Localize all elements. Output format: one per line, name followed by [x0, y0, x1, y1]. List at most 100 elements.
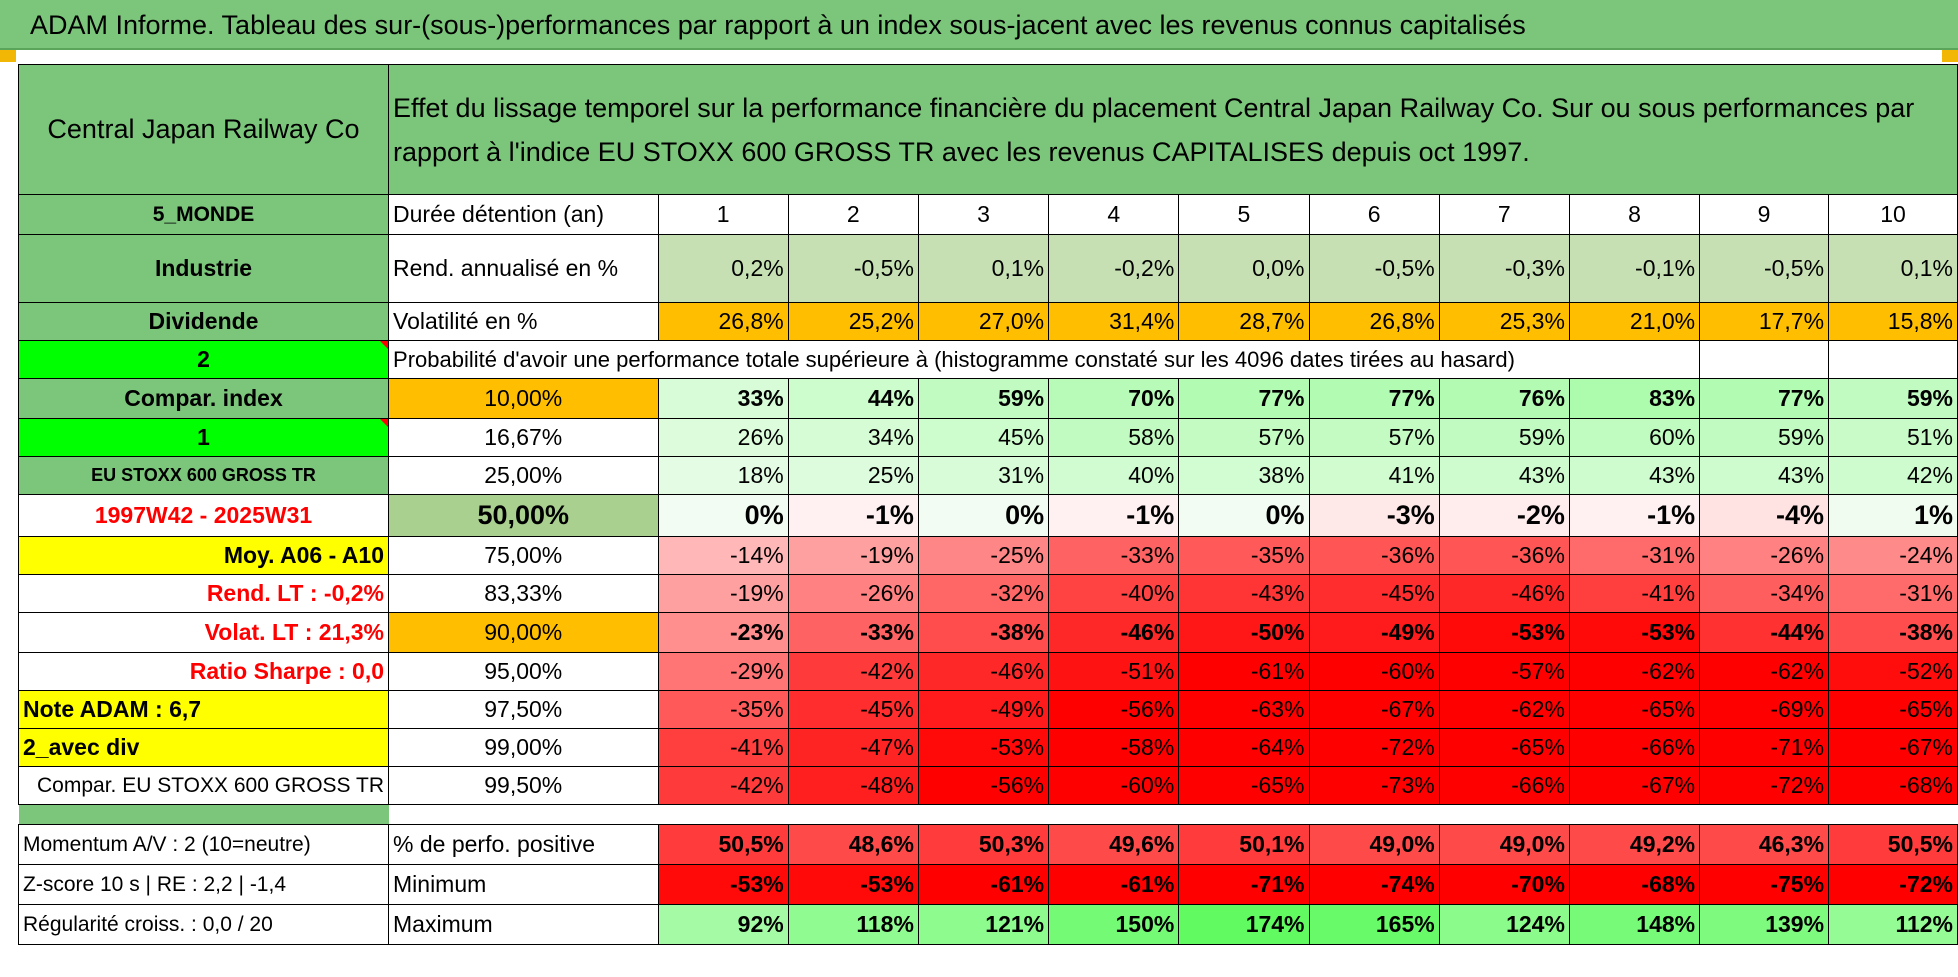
- percentile-value-cell: -1%: [1568, 494, 1701, 537]
- rend-cell: 0,1%: [1828, 234, 1958, 303]
- percentile-label: 16,67%: [388, 418, 659, 457]
- stat-cell: 49,0%: [1308, 824, 1440, 865]
- percentile-value-cell: -64%: [1178, 728, 1310, 767]
- sector-label: Industrie: [17, 234, 390, 303]
- rend-cell: -0,3%: [1438, 234, 1570, 303]
- year-header: 4: [1048, 194, 1180, 235]
- percentile-value-cell: -65%: [1178, 766, 1310, 805]
- percentile-value-cell: 77%: [1178, 378, 1310, 419]
- percentile-label: 90,00%: [388, 612, 659, 653]
- percentile-value-cell: -4%: [1699, 494, 1830, 537]
- year-header: 10: [1828, 194, 1958, 235]
- percentile-value-cell: -14%: [657, 536, 789, 575]
- percentile-value-cell: -56%: [1048, 690, 1180, 729]
- volat-lt-label: Volat. LT : 21,3%: [17, 612, 390, 653]
- rend-cell: -0,5%: [1308, 234, 1440, 303]
- percentile-value-cell: -53%: [917, 728, 1050, 767]
- percentile-value-cell: 43%: [1568, 456, 1701, 495]
- percentile-value-cell: 0%: [917, 494, 1050, 537]
- percentile-label: 97,50%: [388, 690, 659, 729]
- stat-cell: -61%: [917, 864, 1050, 905]
- percentile-value-cell: -67%: [1308, 690, 1440, 729]
- percentile-value-cell: 43%: [1699, 456, 1830, 495]
- vol-cell: 26,8%: [1308, 302, 1440, 341]
- percentile-value-cell: 25%: [787, 456, 919, 495]
- percentile-label: 50,00%: [388, 494, 659, 537]
- percentile-value-cell: -26%: [1699, 536, 1830, 575]
- percentile-label: 99,50%: [388, 766, 659, 805]
- percentile-value-cell: 59%: [1699, 418, 1830, 457]
- corner-marker-right: [1942, 50, 1958, 62]
- table-description: Effet du lissage temporel sur la perform…: [388, 64, 1958, 195]
- stat-cell: 50,1%: [1178, 824, 1310, 865]
- stat-cell: 112%: [1828, 904, 1958, 945]
- selector-cell-2[interactable]: 1: [17, 418, 390, 457]
- year-header: 1: [657, 194, 789, 235]
- spacer-cell: [389, 805, 1958, 825]
- percentile-value-cell: -48%: [787, 766, 919, 805]
- percentile-value-cell: -66%: [1568, 728, 1701, 767]
- percentile-value-cell: -65%: [1828, 690, 1958, 729]
- percentile-value-cell: -52%: [1828, 652, 1958, 691]
- stat-cell: 49,2%: [1568, 824, 1701, 865]
- rend-cell: -0,5%: [1699, 234, 1830, 303]
- avec-div-label: 2_avec div: [17, 728, 390, 767]
- stat-cell: -53%: [657, 864, 789, 905]
- percentile-label: 25,00%: [388, 456, 659, 495]
- percentile-value-cell: 76%: [1438, 378, 1570, 419]
- percentile-value-cell: -36%: [1438, 536, 1570, 575]
- percentile-value-cell: -67%: [1568, 766, 1701, 805]
- percentile-label: 83,33%: [388, 574, 659, 613]
- percentile-value-cell: -34%: [1699, 574, 1830, 613]
- percentile-value-cell: -45%: [1308, 574, 1440, 613]
- stat-cell: -74%: [1308, 864, 1440, 905]
- percentile-value-cell: -62%: [1699, 652, 1830, 691]
- percentile-value-cell: 0%: [657, 494, 789, 537]
- percentile-value-cell: -46%: [917, 652, 1050, 691]
- stat-cell: 139%: [1699, 904, 1830, 945]
- percentile-value-cell: -40%: [1048, 574, 1180, 613]
- percentile-value-cell: 34%: [787, 418, 919, 457]
- stat-cell: -61%: [1048, 864, 1180, 905]
- stat-label: Minimum: [388, 864, 659, 905]
- year-header: 9: [1699, 194, 1830, 235]
- vol-cell: 31,4%: [1048, 302, 1180, 341]
- percentile-value-cell: -62%: [1568, 652, 1701, 691]
- percentile-value-cell: -43%: [1178, 574, 1310, 613]
- duree-label: Durée détention (an): [388, 194, 659, 235]
- percentile-value-cell: 77%: [1699, 378, 1830, 419]
- vol-cell: 15,8%: [1828, 302, 1958, 341]
- percentile-value-cell: -41%: [1568, 574, 1701, 613]
- zscore-label: Z-score 10 s | RE : 2,2 | -1,4: [17, 864, 390, 905]
- percentile-value-cell: -67%: [1828, 728, 1958, 767]
- stat-cell: 92%: [657, 904, 789, 945]
- report-title: ADAM Informe. Tableau des sur-(sous-)per…: [0, 0, 1958, 50]
- rend-cell: -0,5%: [787, 234, 919, 303]
- stat-cell: 118%: [787, 904, 919, 945]
- percentile-value-cell: 43%: [1438, 456, 1570, 495]
- percentile-label: 10,00%: [388, 378, 659, 419]
- stat-cell: 46,3%: [1699, 824, 1830, 865]
- percentile-value-cell: -72%: [1308, 728, 1440, 767]
- index-name-label: EU STOXX 600 GROSS TR: [17, 456, 390, 495]
- percentile-value-cell: -51%: [1048, 652, 1180, 691]
- year-header: 5: [1178, 194, 1310, 235]
- selector-cell-1[interactable]: 2: [17, 340, 390, 379]
- percentile-value-cell: -65%: [1438, 728, 1570, 767]
- empty-cell: [1828, 340, 1958, 379]
- percentile-value-cell: 77%: [1308, 378, 1440, 419]
- percentile-value-cell: 60%: [1568, 418, 1701, 457]
- stat-cell: 165%: [1308, 904, 1440, 945]
- percentile-value-cell: -31%: [1568, 536, 1701, 575]
- vol-cell: 26,8%: [657, 302, 789, 341]
- probability-label: Probabilité d'avoir une performance tota…: [388, 340, 1700, 379]
- vol-cell: 21,0%: [1568, 302, 1701, 341]
- percentile-value-cell: -57%: [1438, 652, 1570, 691]
- percentile-value-cell: 18%: [657, 456, 789, 495]
- percentile-value-cell: -32%: [917, 574, 1050, 613]
- percentile-value-cell: 1%: [1828, 494, 1958, 537]
- percentile-value-cell: -1%: [787, 494, 919, 537]
- stat-cell: -75%: [1699, 864, 1830, 905]
- percentile-value-cell: -35%: [657, 690, 789, 729]
- stat-cell: -53%: [787, 864, 919, 905]
